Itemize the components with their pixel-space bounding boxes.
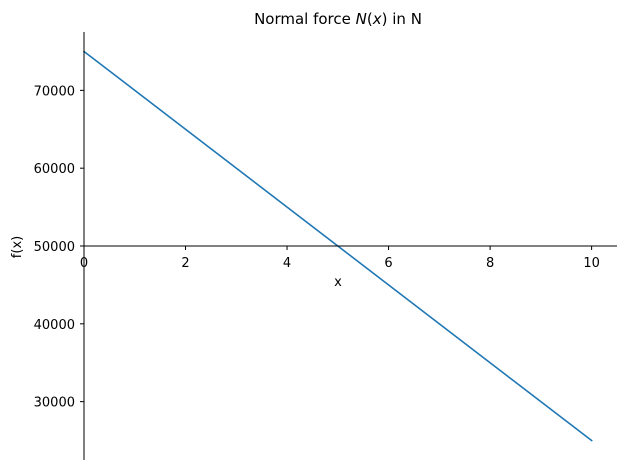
y-tick-label: 50000 bbox=[34, 240, 75, 255]
title-suffix: in N bbox=[388, 10, 422, 28]
x-tick-label: 4 bbox=[283, 256, 291, 271]
title-prefix: Normal force bbox=[254, 10, 356, 28]
y-axis-label: f(x) bbox=[10, 236, 25, 258]
chart-title: Normal force N(x) in N bbox=[254, 10, 422, 28]
y-tick-label: 40000 bbox=[34, 318, 75, 333]
title-open-paren: ( bbox=[367, 10, 373, 28]
x-tick-label: 8 bbox=[486, 256, 494, 271]
x-tick-label: 6 bbox=[384, 256, 392, 271]
title-italic-x: x bbox=[372, 10, 382, 28]
x-axis-label: x bbox=[334, 275, 342, 290]
plot-area: 0 2 4 6 8 10 30000 40000 50000 60000 70000 bbox=[34, 32, 617, 460]
y-tick-label: 60000 bbox=[34, 162, 75, 177]
title-close-paren: ) bbox=[382, 10, 388, 28]
title-italic-n: N bbox=[356, 10, 367, 28]
x-tick-label: 10 bbox=[583, 256, 600, 271]
x-tick-label: 0 bbox=[80, 256, 88, 271]
x-tick-label: 2 bbox=[181, 256, 189, 271]
y-tick-label: 30000 bbox=[34, 396, 75, 411]
y-tick-label: 70000 bbox=[34, 84, 75, 99]
